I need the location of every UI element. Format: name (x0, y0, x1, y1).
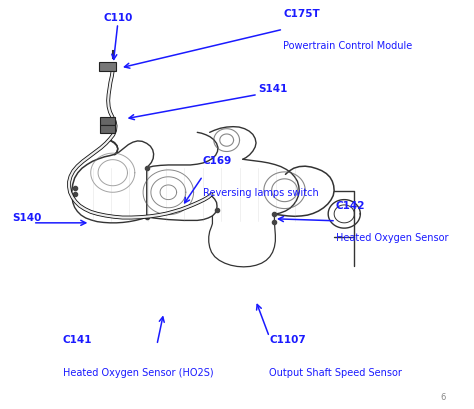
Text: Reversing lamps switch: Reversing lamps switch (203, 188, 319, 198)
Bar (100, 125, 115, 133)
Bar (100, 117, 115, 125)
Text: S140: S140 (12, 213, 42, 223)
Text: C142: C142 (336, 200, 365, 211)
Bar (99, 62, 116, 71)
Text: S141: S141 (258, 84, 287, 94)
Text: Heated Oxygen Sensor: Heated Oxygen Sensor (336, 233, 448, 243)
Text: Powertrain Control Module: Powertrain Control Module (283, 41, 412, 52)
Text: C175T: C175T (283, 9, 320, 19)
Text: C110: C110 (103, 13, 133, 23)
Text: C169: C169 (203, 156, 232, 166)
Text: Output Shaft Speed Sensor: Output Shaft Speed Sensor (269, 368, 402, 378)
Text: C1107: C1107 (269, 335, 306, 345)
Text: C141: C141 (63, 335, 92, 345)
Text: 6: 6 (441, 393, 446, 402)
Text: Heated Oxygen Sensor (HO2S): Heated Oxygen Sensor (HO2S) (63, 368, 213, 378)
